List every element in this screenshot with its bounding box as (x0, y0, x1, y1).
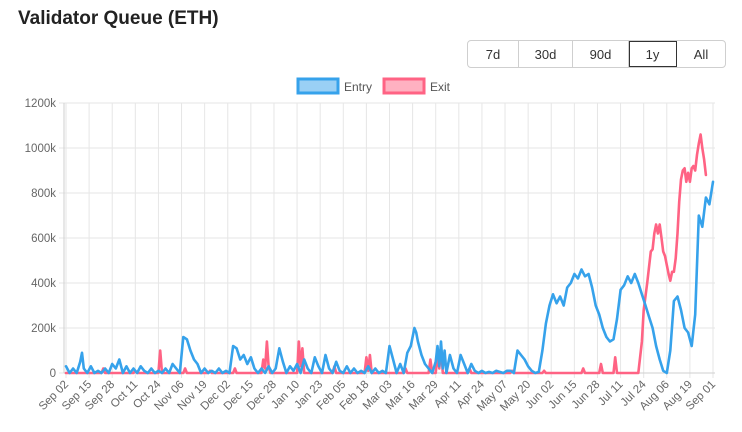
y-tick-label: 0 (50, 368, 56, 380)
legend-label-exit: Exit (430, 80, 451, 94)
range-button-30d[interactable]: 30d (519, 41, 573, 67)
range-button-1y[interactable]: 1y (629, 41, 677, 67)
time-range-selector: 7d 30d 90d 1y All (467, 40, 726, 68)
y-tick-label: 800k (31, 188, 56, 200)
y-tick-label: 400k (31, 278, 56, 290)
series-line-entry (64, 180, 715, 375)
y-tick-label: 1000k (25, 143, 57, 155)
legend-swatch-exit (382, 77, 426, 95)
chart-title: Validator Queue (ETH) (18, 8, 219, 29)
y-tick-label: 1200k (25, 98, 57, 110)
chart-series-lines (64, 133, 715, 375)
range-button-7d[interactable]: 7d (468, 41, 519, 67)
y-tick-label: 200k (31, 323, 56, 335)
range-button-90d[interactable]: 90d (573, 41, 629, 67)
y-axis: 0 200k 400k 600k 800k 1000k 1200k (25, 98, 57, 380)
chart-legend: Entry Exit (296, 77, 451, 95)
chart-grid (59, 102, 715, 378)
range-button-all[interactable]: All (693, 46, 709, 62)
y-tick-label: 600k (31, 233, 56, 245)
legend-label-entry: Entry (344, 80, 372, 94)
legend-swatch-entry (296, 77, 340, 95)
series-line-exit (64, 133, 708, 375)
